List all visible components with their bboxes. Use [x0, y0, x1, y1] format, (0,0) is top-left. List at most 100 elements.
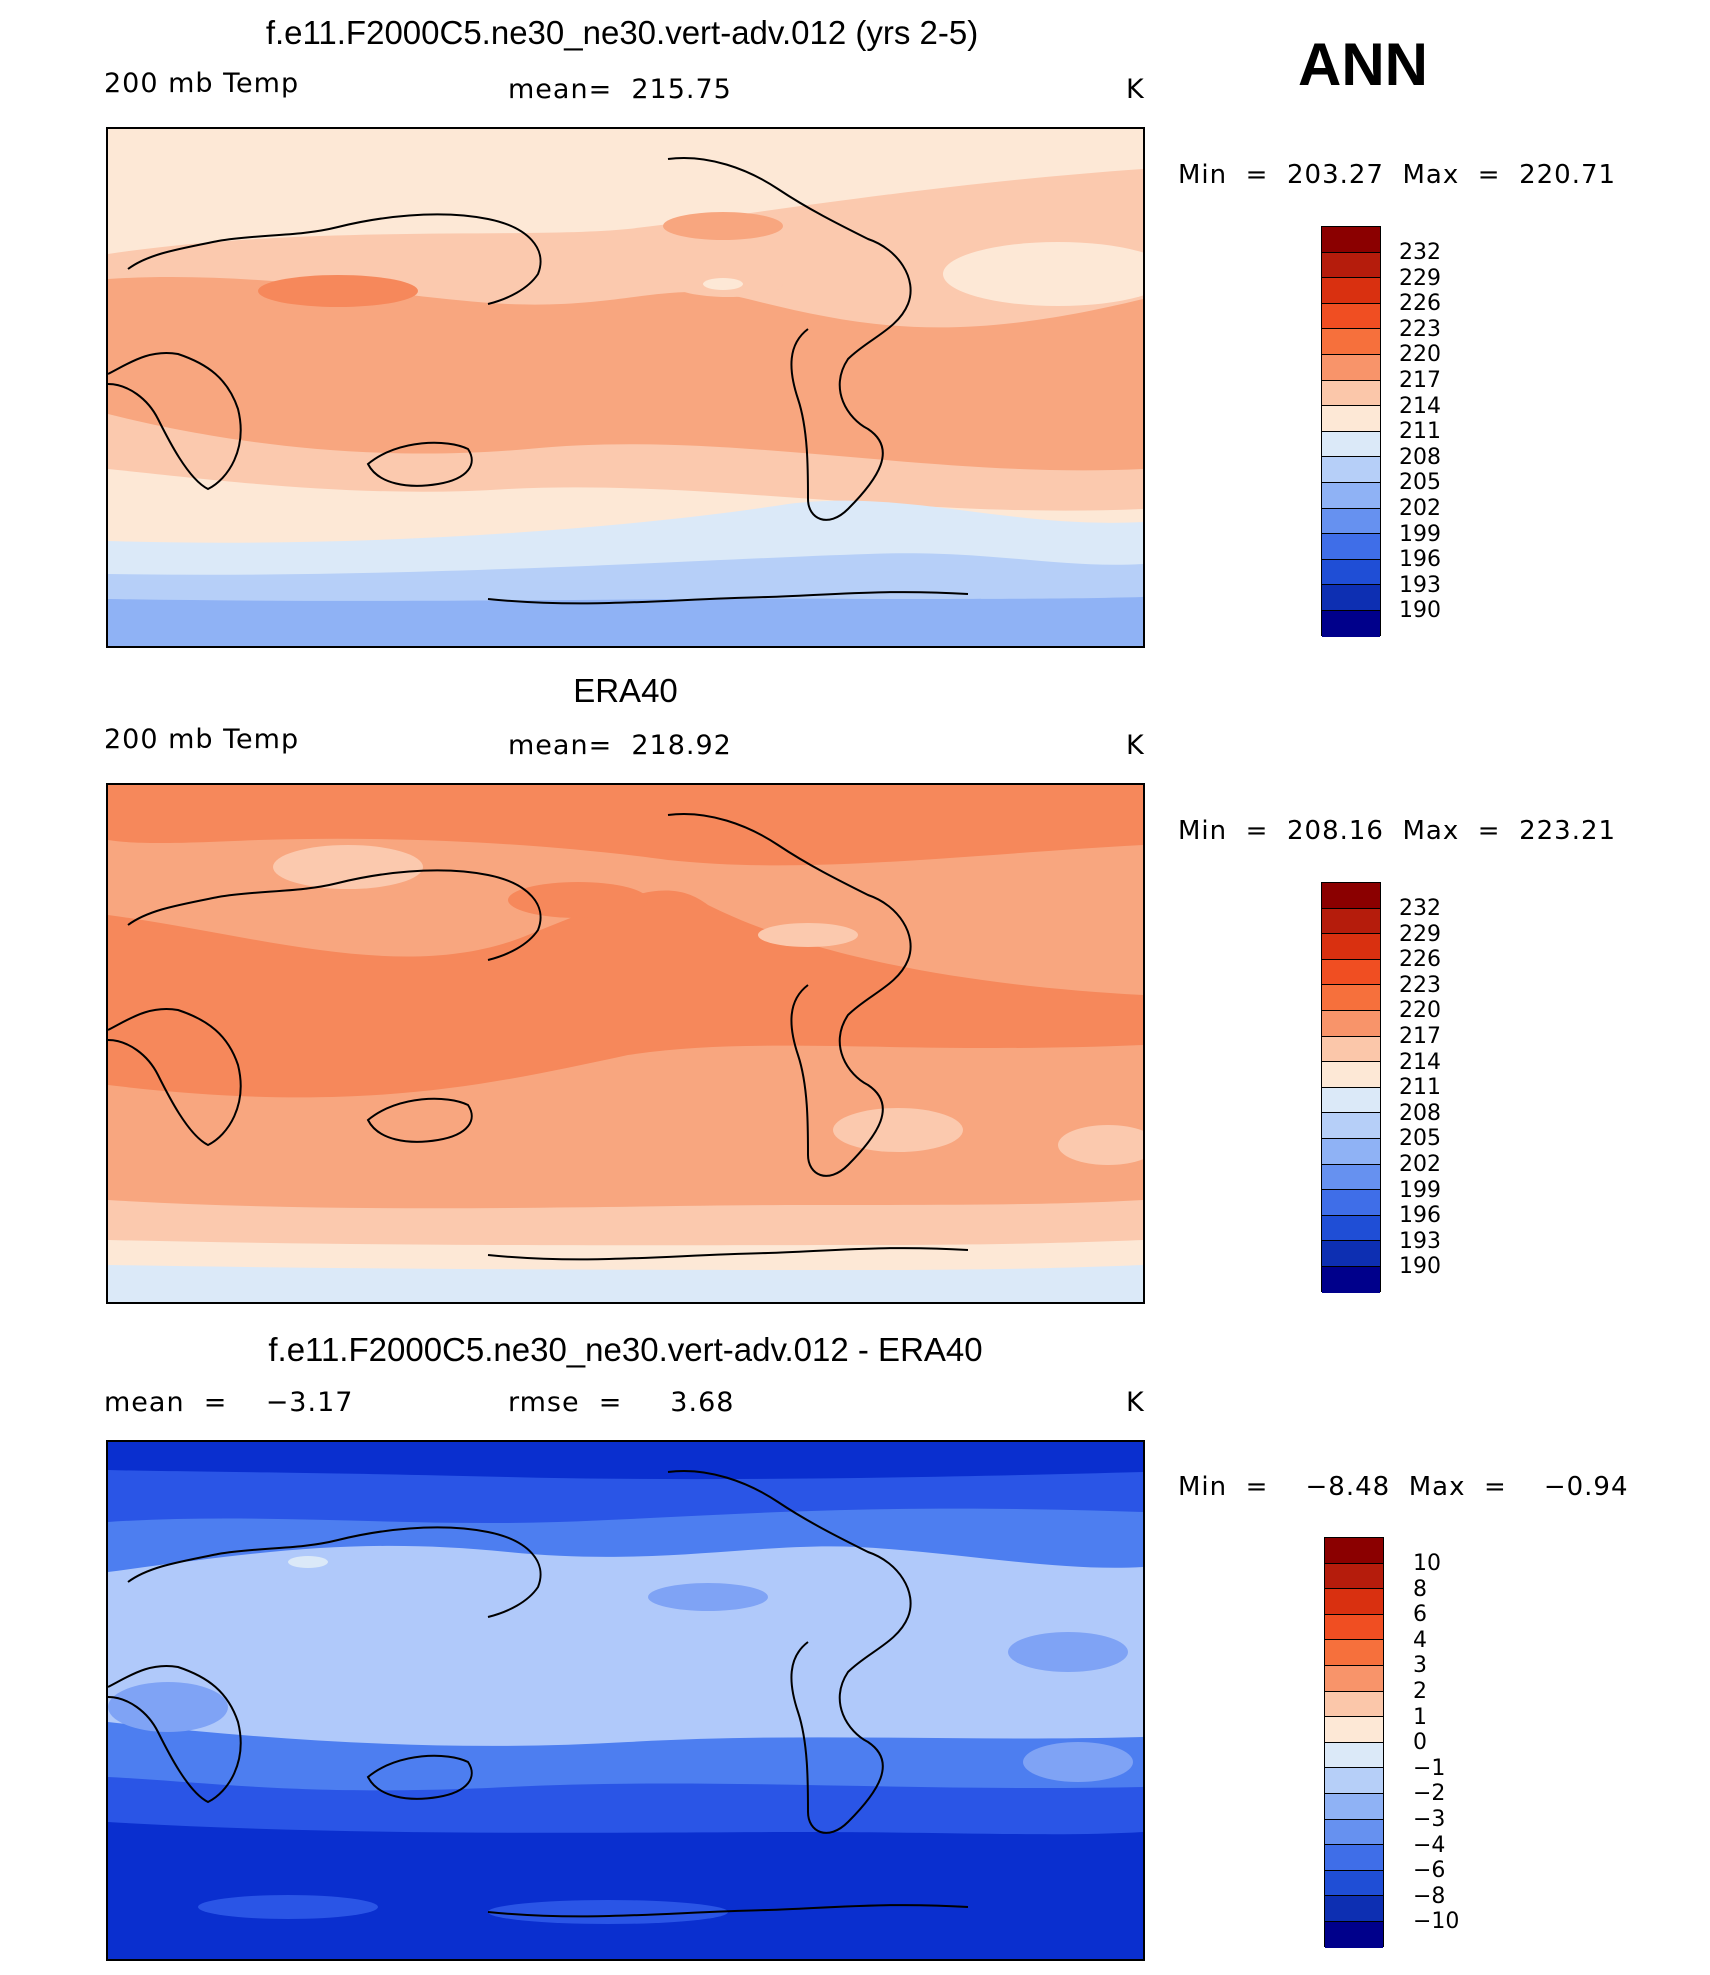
colorbar-tick-label: 220 [1399, 998, 1441, 1024]
colorbar-swatch [1322, 559, 1380, 586]
panel-2-title: ERA40 [573, 672, 678, 709]
colorbar-swatch [1325, 1819, 1383, 1846]
panel-3-map [106, 1440, 1145, 1961]
colorbar-swatch [1322, 985, 1380, 1011]
colorbar-tick-label: −2 [1413, 1781, 1446, 1807]
colorbar-tick-label: 226 [1399, 947, 1441, 973]
colorbar-tick-label: 202 [1399, 1152, 1441, 1177]
colorbar-swatch [1322, 227, 1380, 253]
panel-1-unit: K [1126, 74, 1145, 105]
colorbar-swatch [1325, 1563, 1383, 1590]
colorbar-swatch [1325, 1896, 1383, 1922]
panel-2-minmax: Min = 208.16 Max = 223.21 [1178, 816, 1617, 846]
colorbar-tick-label: 205 [1399, 470, 1441, 496]
panel-3-mean: mean = −3.17 [104, 1387, 354, 1418]
colorbar-swatch [1325, 1870, 1383, 1897]
colorbar-tick-label: 208 [1399, 444, 1441, 470]
colorbar-swatch [1322, 1266, 1380, 1293]
colorbar-swatch [1322, 303, 1380, 330]
colorbar-swatch [1325, 1538, 1383, 1564]
colorbar-swatch [1322, 482, 1380, 509]
colorbar-swatch [1322, 1164, 1380, 1191]
colorbar-tick-label: 193 [1399, 572, 1441, 598]
colorbar-swatch [1322, 329, 1380, 355]
colorbar-tick-label: 2 [1413, 1679, 1427, 1704]
panel-1-mean: mean= 215.75 [508, 74, 732, 105]
colorbar-tick-label: 196 [1399, 1203, 1441, 1229]
panel-1-colorbar [1321, 226, 1381, 637]
season-label: ANN [1298, 31, 1428, 98]
panel-2-colorbar-labels: 232 229 226 223 220 217 214 211 208 205 … [1399, 898, 1479, 1278]
panel-2-map [106, 783, 1145, 1304]
colorbar-tick-label: 8 [1413, 1576, 1427, 1602]
colorbar-tick-label: 190 [1399, 598, 1441, 624]
colorbar-swatch [1322, 252, 1380, 279]
colorbar-swatch [1322, 431, 1380, 458]
colorbar-tick-label: 232 [1399, 240, 1441, 265]
colorbar-swatch [1325, 1845, 1383, 1871]
colorbar-tick-label: 1 [1413, 1704, 1427, 1730]
colorbar-tick-label: 193 [1399, 1228, 1441, 1254]
colorbar-swatch [1322, 534, 1380, 560]
colorbar-swatch [1325, 1793, 1383, 1820]
colorbar-swatch [1325, 1691, 1383, 1718]
colorbar-swatch [1325, 1921, 1383, 1948]
colorbar-swatch [1325, 1589, 1383, 1615]
colorbar-swatch [1325, 1614, 1383, 1641]
colorbar-swatch [1322, 959, 1380, 986]
colorbar-swatch [1322, 278, 1380, 304]
panel-3-colorbar-labels: 10 8 6 4 3 2 1 0 −1 −2 −3 −4 −6 −8 −10 [1413, 1553, 1493, 1933]
colorbar-tick-label: 229 [1399, 265, 1441, 291]
colorbar-tick-label: 211 [1399, 1075, 1441, 1101]
colorbar-swatch [1322, 1138, 1380, 1165]
colorbar-tick-label: −8 [1413, 1883, 1446, 1909]
panel-3-colorbar [1324, 1537, 1384, 1948]
colorbar-tick-label: 199 [1399, 521, 1441, 547]
colorbar-tick-label: 223 [1399, 316, 1441, 342]
colorbar-swatch [1322, 610, 1380, 637]
colorbar-swatch [1322, 457, 1380, 483]
colorbar-tick-label: 6 [1413, 1602, 1427, 1628]
colorbar-tick-label: 217 [1399, 368, 1441, 393]
colorbar-tick-label: −3 [1413, 1807, 1446, 1832]
panel-2-variable: 200 mb Temp [104, 724, 300, 755]
colorbar-tick-label: −6 [1413, 1858, 1446, 1884]
colorbar-swatch [1325, 1665, 1383, 1692]
colorbar-tick-label: 211 [1399, 419, 1441, 445]
colorbar-tick-label: 3 [1413, 1653, 1427, 1679]
colorbar-swatch [1322, 1087, 1380, 1114]
colorbar-tick-label: 214 [1399, 393, 1441, 419]
colorbar-tick-label: −10 [1413, 1909, 1460, 1935]
panel-3-title: f.e11.F2000C5.ne30_ne30.vert-adv.012 - E… [268, 1331, 983, 1368]
colorbar-swatch [1322, 1190, 1380, 1216]
panel-1-contour-field [108, 129, 1143, 646]
colorbar-tick-label: 232 [1399, 896, 1441, 921]
colorbar-swatch [1322, 406, 1380, 432]
colorbar-swatch [1325, 1640, 1383, 1666]
panel-1-variable: 200 mb Temp [104, 68, 300, 99]
colorbar-swatch [1322, 1036, 1380, 1063]
panel-2-mean: mean= 218.92 [508, 730, 732, 761]
colorbar-tick-label: 214 [1399, 1049, 1441, 1075]
colorbar-swatch [1322, 883, 1380, 909]
colorbar-tick-label: 208 [1399, 1100, 1441, 1126]
panel-3-minmax: Min = −8.48 Max = −0.94 [1178, 1472, 1629, 1502]
colorbar-tick-label: 199 [1399, 1177, 1441, 1203]
panel-2-contour-field [108, 785, 1143, 1302]
colorbar-tick-label: 0 [1413, 1730, 1427, 1756]
panel-3-contour-field [108, 1442, 1143, 1959]
colorbar-swatch [1322, 585, 1380, 611]
colorbar-tick-label: 205 [1399, 1126, 1441, 1152]
panel-2-unit: K [1126, 730, 1145, 761]
panel-1-map [106, 127, 1145, 648]
colorbar-swatch [1325, 1742, 1383, 1769]
colorbar-swatch [1322, 1241, 1380, 1267]
colorbar-swatch [1322, 1215, 1380, 1242]
colorbar-tick-label: −4 [1413, 1832, 1446, 1858]
colorbar-swatch [1322, 1113, 1380, 1139]
colorbar-tick-label: 220 [1399, 342, 1441, 368]
colorbar-tick-label: 10 [1413, 1551, 1441, 1576]
panel-1-minmax: Min = 203.27 Max = 220.71 [1178, 160, 1617, 190]
panel-3-rmse: rmse = 3.68 [508, 1387, 735, 1418]
colorbar-tick-label: 229 [1399, 921, 1441, 947]
